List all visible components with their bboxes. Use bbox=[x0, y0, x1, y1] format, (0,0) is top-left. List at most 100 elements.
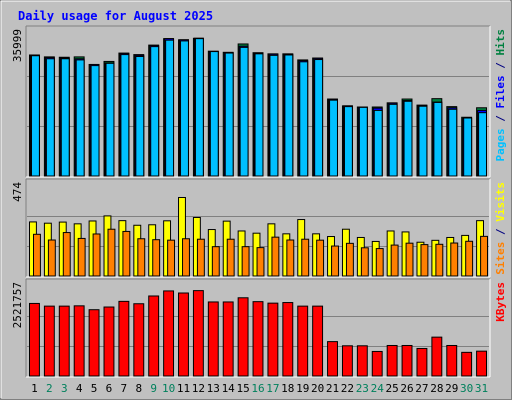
x-label-day-23: 23 bbox=[356, 382, 369, 395]
bar-pages-day-31 bbox=[478, 112, 487, 177]
chart-title: Daily usage for August 2025 bbox=[18, 9, 213, 23]
bar-sites-day-5 bbox=[92, 233, 101, 277]
bar-pages-day-4 bbox=[75, 59, 85, 177]
bar-pages-day-15 bbox=[239, 46, 249, 177]
bar-pages-day-23 bbox=[358, 106, 368, 177]
bar-pages-day-16 bbox=[254, 53, 264, 177]
bar-pages-day-17 bbox=[269, 54, 279, 177]
bar-sites-day-31 bbox=[480, 235, 488, 277]
bar-kbytes-day-15 bbox=[237, 297, 249, 377]
bar-kbytes-day-9 bbox=[148, 295, 160, 377]
x-label-day-2: 2 bbox=[46, 382, 53, 395]
bar-kbytes-day-18 bbox=[282, 302, 294, 377]
bar-kbytes-day-31 bbox=[476, 350, 487, 377]
bar-kbytes-day-27 bbox=[416, 347, 428, 377]
bar-sites-day-30 bbox=[465, 240, 474, 277]
panel-top-legend: Pages / Files / Hits bbox=[494, 29, 507, 162]
bar-kbytes-day-1 bbox=[29, 302, 40, 377]
bar-pages-day-7 bbox=[120, 54, 130, 177]
bar-pages-day-10 bbox=[165, 39, 175, 177]
legend-part: Sites bbox=[494, 242, 507, 275]
bar-sites-day-12 bbox=[196, 238, 205, 277]
bar-pages-day-22 bbox=[343, 106, 353, 177]
bar-kbytes-day-5 bbox=[88, 309, 100, 377]
x-label-day-11: 11 bbox=[177, 382, 190, 395]
bar-sites-day-1 bbox=[33, 233, 41, 277]
bar-sites-day-7 bbox=[122, 230, 131, 277]
bar-sites-day-23 bbox=[360, 247, 369, 277]
bar-kbytes-day-2 bbox=[43, 305, 55, 377]
bar-pages-day-14 bbox=[224, 52, 234, 177]
bar-kbytes-day-14 bbox=[222, 301, 234, 377]
x-label-day-9: 9 bbox=[150, 382, 157, 395]
x-label-day-14: 14 bbox=[222, 382, 236, 395]
bar-sites-day-15 bbox=[241, 246, 250, 277]
legend-part: KBytes bbox=[494, 282, 507, 322]
bar-kbytes-day-16 bbox=[252, 301, 264, 377]
bar-pages-day-8 bbox=[135, 55, 145, 177]
bar-kbytes-day-22 bbox=[341, 345, 353, 377]
bar-pages-day-18 bbox=[284, 54, 294, 177]
bar-sites-day-25 bbox=[390, 244, 399, 277]
bar-pages-day-6 bbox=[105, 62, 115, 177]
x-label-day-20: 20 bbox=[311, 382, 324, 395]
bar-kbytes-day-28 bbox=[431, 336, 443, 377]
bar-sites-day-26 bbox=[405, 242, 414, 277]
x-label-day-7: 7 bbox=[121, 382, 128, 395]
bar-visits-day-11 bbox=[178, 196, 186, 277]
bar-kbytes-day-7 bbox=[118, 300, 130, 377]
x-label-day-17: 17 bbox=[266, 382, 279, 395]
bar-kbytes-day-26 bbox=[401, 344, 413, 377]
bar-kbytes-day-30 bbox=[461, 351, 473, 377]
x-label-day-22: 22 bbox=[341, 382, 354, 395]
bar-sites-day-4 bbox=[77, 237, 86, 277]
bar-sites-day-17 bbox=[271, 236, 280, 277]
legend-part: / bbox=[494, 222, 507, 242]
bar-sites-day-21 bbox=[331, 245, 339, 277]
bar-kbytes-day-23 bbox=[356, 345, 368, 377]
bar-kbytes-day-29 bbox=[446, 344, 458, 377]
x-label-day-24: 24 bbox=[371, 382, 385, 395]
panel-bottom: 2521757 KBytes bbox=[11, 278, 507, 378]
x-label-day-8: 8 bbox=[135, 382, 142, 395]
bar-pages-day-2 bbox=[45, 58, 55, 177]
bar-pages-day-9 bbox=[150, 46, 160, 177]
x-label-day-28: 28 bbox=[430, 382, 443, 395]
x-label-day-18: 18 bbox=[281, 382, 294, 395]
bar-pages-day-30 bbox=[463, 117, 473, 177]
x-label-day-25: 25 bbox=[386, 382, 399, 395]
bar-sites-day-16 bbox=[256, 247, 265, 277]
legend-part: Hits bbox=[494, 29, 507, 56]
panel-middle-ymax-label: 474 bbox=[11, 182, 24, 202]
x-label-day-16: 16 bbox=[251, 382, 264, 395]
x-label-day-5: 5 bbox=[91, 382, 98, 395]
panel-bottom-ymax-label: 2521757 bbox=[11, 282, 24, 328]
x-label-day-12: 12 bbox=[192, 382, 205, 395]
bar-kbytes-day-20 bbox=[312, 305, 324, 377]
bar-sites-day-8 bbox=[137, 238, 146, 277]
x-label-day-6: 6 bbox=[106, 382, 113, 395]
bar-pages-day-13 bbox=[209, 51, 219, 177]
bar-kbytes-day-19 bbox=[297, 305, 309, 377]
bar-sites-day-2 bbox=[47, 239, 56, 277]
legend-part: Visits bbox=[494, 182, 507, 222]
bar-sites-day-14 bbox=[226, 238, 235, 277]
bar-pages-day-19 bbox=[299, 61, 309, 177]
bar-kbytes-day-13 bbox=[207, 301, 219, 377]
bar-kbytes-day-10 bbox=[163, 290, 175, 377]
x-label-day-29: 29 bbox=[445, 382, 458, 395]
bar-sites-day-24 bbox=[375, 248, 384, 277]
bar-kbytes-day-17 bbox=[267, 302, 279, 377]
bar-pages-day-5 bbox=[90, 65, 100, 177]
bar-kbytes-day-4 bbox=[73, 305, 85, 377]
bar-sites-day-3 bbox=[62, 232, 71, 277]
bar-sites-day-28 bbox=[435, 243, 444, 277]
bar-pages-day-11 bbox=[180, 40, 189, 177]
x-label-day-1: 1 bbox=[31, 382, 38, 395]
x-label-day-10: 10 bbox=[162, 382, 175, 395]
bar-pages-day-20 bbox=[314, 59, 324, 177]
panel-top-ymax-label: 35999 bbox=[11, 29, 24, 62]
x-label-day-31: 31 bbox=[475, 382, 488, 395]
bar-kbytes-day-24 bbox=[371, 350, 383, 377]
